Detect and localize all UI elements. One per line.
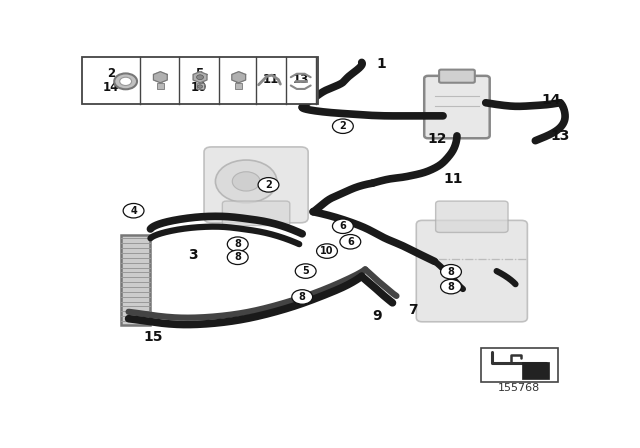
FancyBboxPatch shape <box>424 76 490 138</box>
Text: 8: 8 <box>234 252 241 262</box>
Circle shape <box>340 234 361 249</box>
Circle shape <box>440 280 461 294</box>
Text: 2: 2 <box>339 121 346 131</box>
FancyBboxPatch shape <box>439 69 475 83</box>
Text: 3: 3 <box>188 248 198 262</box>
Circle shape <box>295 264 316 278</box>
Circle shape <box>332 219 353 233</box>
Circle shape <box>232 172 260 191</box>
Circle shape <box>258 177 279 192</box>
FancyBboxPatch shape <box>236 83 242 89</box>
FancyBboxPatch shape <box>416 220 527 322</box>
Text: 4: 4 <box>130 206 137 216</box>
Circle shape <box>332 119 353 134</box>
FancyBboxPatch shape <box>157 83 164 89</box>
Text: 2
14: 2 14 <box>102 67 119 94</box>
Text: 13: 13 <box>550 129 570 143</box>
Text: 12: 12 <box>428 132 447 146</box>
Text: 9: 9 <box>372 309 381 323</box>
FancyBboxPatch shape <box>481 348 557 382</box>
Circle shape <box>227 237 248 251</box>
Text: 6: 6 <box>347 237 354 247</box>
Polygon shape <box>154 72 167 83</box>
Text: 10: 10 <box>320 246 333 256</box>
FancyBboxPatch shape <box>83 57 318 104</box>
Text: 7: 7 <box>234 73 242 86</box>
Text: 5: 5 <box>302 266 309 276</box>
Text: 13: 13 <box>292 73 309 86</box>
FancyBboxPatch shape <box>222 201 290 225</box>
Text: 14: 14 <box>541 93 561 108</box>
Circle shape <box>227 250 248 264</box>
Circle shape <box>120 77 132 86</box>
FancyBboxPatch shape <box>204 147 308 223</box>
Text: 8: 8 <box>234 239 241 249</box>
Text: 7: 7 <box>408 303 418 317</box>
Text: 11: 11 <box>263 73 279 86</box>
Text: 11: 11 <box>444 172 463 185</box>
Text: 15: 15 <box>143 330 163 345</box>
Text: 5
10: 5 10 <box>191 67 207 94</box>
Circle shape <box>292 290 312 304</box>
Circle shape <box>198 85 202 88</box>
Polygon shape <box>232 72 246 83</box>
Circle shape <box>123 203 144 218</box>
Text: 155768: 155768 <box>498 383 540 393</box>
Circle shape <box>114 73 137 89</box>
Text: 4: 4 <box>156 73 163 86</box>
Circle shape <box>216 160 277 203</box>
Text: 6: 6 <box>339 221 346 231</box>
Text: 8: 8 <box>447 267 454 277</box>
FancyBboxPatch shape <box>196 83 204 89</box>
Text: 8: 8 <box>447 282 454 292</box>
FancyBboxPatch shape <box>121 235 150 324</box>
FancyBboxPatch shape <box>436 201 508 233</box>
FancyBboxPatch shape <box>522 362 548 379</box>
Polygon shape <box>193 72 207 83</box>
Circle shape <box>317 244 337 258</box>
Text: 1: 1 <box>377 57 387 71</box>
Text: 8: 8 <box>299 292 306 302</box>
Text: 2: 2 <box>265 180 272 190</box>
Circle shape <box>440 264 461 279</box>
Circle shape <box>196 75 204 80</box>
